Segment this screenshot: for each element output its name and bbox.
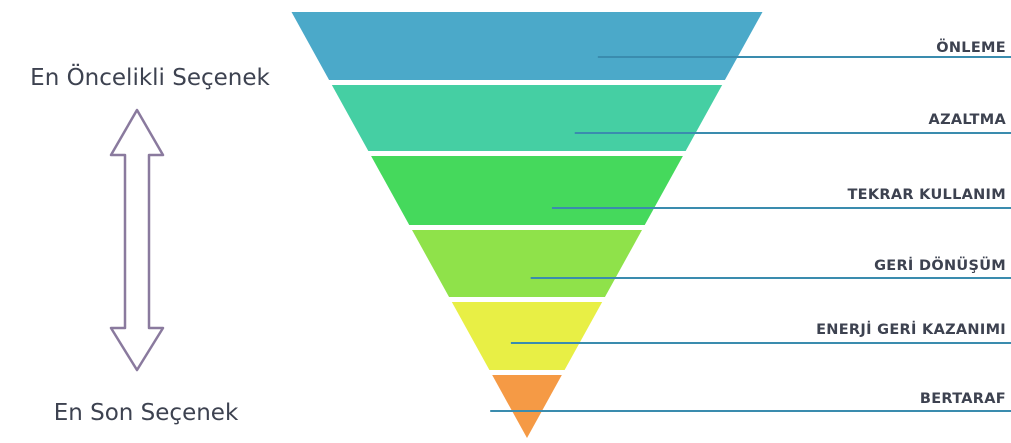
hierarchy-segment bbox=[331, 85, 723, 151]
last-option-label: En Son Seçenek bbox=[54, 400, 239, 426]
hierarchy-level-label: GERİ DÖNÜŞÜM bbox=[874, 256, 1006, 274]
hierarchy-labels: ÖNLEME AZALTMA TEKRAR KULLANIM GERİ DÖNÜŞÜM… bbox=[816, 38, 1006, 407]
hierarchy-segment bbox=[412, 230, 642, 297]
hierarchy-leader-lines bbox=[490, 56, 1011, 412]
hierarchy-level-label: ENERJİ GERİ KAZANIMI bbox=[816, 321, 1006, 338]
hierarchy-level-label: ÖNLEME bbox=[936, 38, 1006, 56]
hierarchy-segment bbox=[492, 375, 562, 438]
hierarchy-segment bbox=[371, 156, 683, 225]
hierarchy-level-label: BERTARAF bbox=[920, 391, 1006, 407]
hierarchy-level-label: AZALTMA bbox=[929, 112, 1007, 128]
hierarchy-segments bbox=[291, 12, 763, 438]
hierarchy-segment bbox=[451, 302, 603, 370]
hierarchy-segment bbox=[291, 12, 763, 80]
top-priority-label: En Öncelikli Seçenek bbox=[30, 63, 270, 91]
double-arrow-icon bbox=[109, 108, 165, 372]
hierarchy-level-label: TEKRAR KULLANIM bbox=[847, 187, 1006, 203]
